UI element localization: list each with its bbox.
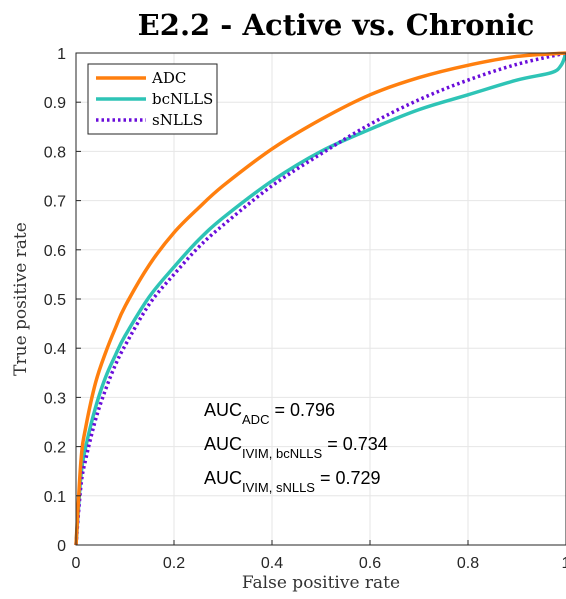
chart-title: E2.2 - Active vs. Chronic <box>138 8 535 42</box>
y-tick-label: 0.7 <box>44 194 66 211</box>
auc-annotation: AUCIVIM, bcNLLS = 0.734 <box>204 434 388 461</box>
legend-label-snlls: sNLLS <box>152 111 203 129</box>
y-tick-label: 0.6 <box>44 243 66 260</box>
series-line-bcnlls <box>74 52 566 546</box>
x-tick-label: 1 <box>562 555 566 572</box>
x-tick-label: 0.6 <box>359 555 381 572</box>
x-tick-label: 0.8 <box>457 555 479 572</box>
y-tick-label: 0.3 <box>44 390 66 407</box>
y-tick-label: 1 <box>57 46 66 63</box>
legend-label-adc: ADC <box>151 69 186 87</box>
y-tick-label: 0 <box>57 538 66 555</box>
y-tick-label: 0.8 <box>44 144 66 161</box>
x-axis-label: False positive rate <box>242 573 400 593</box>
y-axis-label: True positive rate <box>11 222 31 376</box>
auc-annotations: AUCADC = 0.796 AUCIVIM, bcNLLS = 0.734 AUC… <box>204 400 388 495</box>
y-tick-label: 0.2 <box>44 440 66 457</box>
series-layer <box>74 51 566 546</box>
auc-annotation: AUCADC = 0.796 <box>204 400 335 427</box>
x-tick-label: 0.4 <box>261 555 283 572</box>
auc-annotation: AUCIVIM, sNLLS = 0.729 <box>204 468 381 495</box>
y-tick-label: 0.9 <box>44 95 66 112</box>
y-tick-label: 0.1 <box>44 489 66 506</box>
series-line-snlls <box>74 51 566 546</box>
x-tick-label: 0.2 <box>163 555 185 572</box>
axis-ticks: 0 0.2 0.4 0.6 0.8 1 0 0.1 0.2 0.3 0.4 0.5 0.6 0.7 0.8 0… <box>44 46 566 572</box>
series-line-adc <box>74 51 566 546</box>
x-tick-label: 0 <box>72 555 81 572</box>
y-tick-label: 0.4 <box>44 341 66 358</box>
legend-label-bcnlls: bcNLLS <box>152 90 213 108</box>
y-tick-label: 0.5 <box>44 292 66 309</box>
legend: ADC bcNLLS sNLLS <box>87 63 218 135</box>
